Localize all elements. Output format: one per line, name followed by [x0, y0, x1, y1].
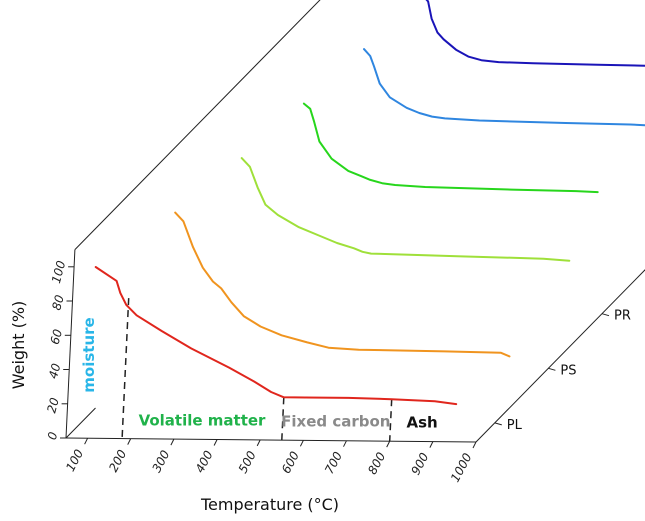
category-tick-mark	[601, 313, 610, 317]
y-axis-title: Weight (%)	[9, 301, 28, 390]
x-tick-mark	[170, 438, 175, 446]
x-tick-label: 200	[106, 447, 129, 474]
series-lines	[94, 0, 645, 406]
y-axis-ticks: 0 20 40 60 80 100	[44, 259, 75, 441]
floor-left-edge	[65, 407, 96, 439]
x-tick-mark	[213, 439, 218, 446]
y-tick-label: 40	[46, 362, 64, 381]
region-boundaries	[121, 298, 393, 442]
x-axis-line	[65, 437, 477, 443]
x-axis-title: Temperature (°C)	[200, 495, 339, 514]
series-line-ps	[174, 211, 511, 358]
series-line-cr	[425, 0, 645, 67]
axes-frame	[65, 0, 645, 443]
region-label-ash: Ash	[406, 414, 437, 432]
series-line-cl	[302, 102, 599, 194]
series-line-pr	[240, 157, 571, 262]
x-tick-label: 300	[149, 448, 172, 475]
category-tick-label: PS	[560, 363, 576, 378]
region-label-volatile-matter: Volatile matter	[139, 411, 266, 429]
y-tick-label: 80	[49, 293, 67, 312]
x-tick-label: 400	[193, 448, 216, 475]
x-tick-mark	[84, 437, 89, 445]
x-tick-label: 100	[63, 447, 86, 474]
y-axis-line	[65, 249, 76, 439]
x-tick-mark	[429, 441, 434, 448]
region-label-fixed-carbon: Fixed carbon	[281, 413, 390, 431]
back-left-edge	[74, 0, 321, 250]
category-tick-mark	[548, 367, 556, 371]
category-axis-ticks: PLPSPRCLCSCR	[494, 309, 631, 433]
x-axis-ticks: 100 200 300 400 500 600 700 800 900 1000	[63, 437, 477, 485]
x-tick-mark	[343, 440, 347, 447]
x-tick-label: 800	[365, 450, 388, 477]
x-tick-label: 500	[236, 448, 259, 475]
x-tick-label: 1000	[448, 451, 475, 485]
x-tick-mark	[256, 439, 261, 447]
category-tick-label: PR	[614, 309, 631, 324]
region-label-moisture: moisture	[80, 317, 98, 392]
category-axis-line	[475, 269, 645, 443]
x-tick-label: 700	[322, 449, 345, 476]
series-line-cs	[363, 48, 645, 127]
y-tick-label: 60	[48, 327, 66, 346]
series-line-pl	[94, 266, 458, 406]
x-tick-label: 600	[279, 449, 302, 476]
y-tick-label: 20	[44, 396, 62, 415]
y-tick-label: 0	[45, 430, 61, 441]
category-tick-label: PL	[507, 418, 523, 433]
x-tick-label: 900	[408, 450, 431, 477]
x-tick-mark	[127, 438, 132, 445]
x-tick-mark	[386, 440, 391, 448]
category-tick-mark	[494, 422, 502, 426]
x-tick-mark	[299, 440, 304, 447]
region-boundary-line	[388, 399, 393, 442]
region-labels: moisture Volatile matter Fixed carbon Ash	[80, 317, 438, 431]
y-tick-label: 100	[49, 259, 69, 285]
region-boundary-line	[121, 298, 130, 439]
x-tick-mark	[472, 441, 477, 449]
